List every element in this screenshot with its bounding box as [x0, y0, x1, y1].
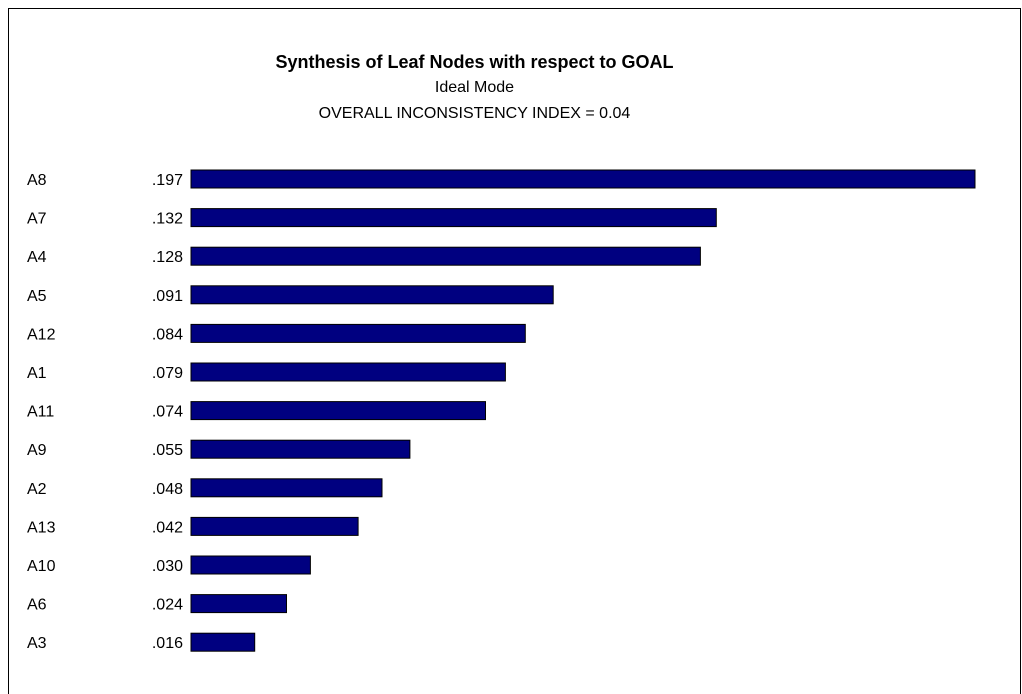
category-label-a10: A10	[27, 558, 56, 575]
category-label-a12: A12	[27, 326, 56, 343]
value-label-a6: .024	[152, 597, 183, 614]
chart-frame	[8, 8, 1021, 694]
category-label-a5: A5	[27, 288, 47, 305]
inconsistency-index: OVERALL INCONSISTENCY INDEX = 0.04	[318, 105, 631, 122]
category-label-a11: A11	[27, 404, 54, 421]
value-label-a9: .055	[152, 442, 183, 459]
bar-a12	[190, 323, 526, 343]
value-label-a2: .048	[152, 481, 183, 498]
value-label-a11: .074	[152, 404, 183, 421]
value-label-a12: .084	[152, 326, 183, 343]
bar-a9	[190, 439, 411, 459]
value-label-a13: .042	[152, 519, 183, 536]
value-label-a3: .016	[152, 635, 183, 652]
category-label-a7: A7	[27, 211, 47, 228]
bar-a3	[190, 632, 256, 652]
bar-a4	[190, 246, 701, 266]
bar-a13	[190, 516, 359, 536]
value-label-a5: .091	[152, 288, 183, 305]
category-label-a3: A3	[27, 635, 47, 652]
category-label-a8: A8	[27, 172, 47, 189]
value-label-a7: .132	[152, 211, 183, 228]
value-label-a4: .128	[152, 249, 183, 266]
bar-a7	[190, 208, 717, 228]
category-label-a2: A2	[27, 481, 47, 498]
bar-a1	[190, 362, 506, 382]
value-label-a1: .079	[152, 365, 183, 382]
category-label-a13: A13	[27, 519, 56, 536]
bar-a2	[190, 478, 383, 498]
bar-a6	[190, 594, 287, 614]
bar-a11	[190, 401, 486, 421]
chart-title: Synthesis of Leaf Nodes with respect to …	[275, 52, 674, 72]
category-label-a1: A1	[27, 365, 47, 382]
bar-a8	[190, 169, 976, 189]
bar-a10	[190, 555, 311, 575]
value-label-a8: .197	[152, 172, 183, 189]
category-label-a9: A9	[27, 442, 47, 459]
value-label-a10: .030	[152, 558, 183, 575]
category-label-a4: A4	[27, 249, 47, 266]
chart-subtitle: Ideal Mode	[434, 79, 515, 96]
bar-a5	[190, 285, 554, 305]
category-label-a6: A6	[27, 597, 47, 614]
